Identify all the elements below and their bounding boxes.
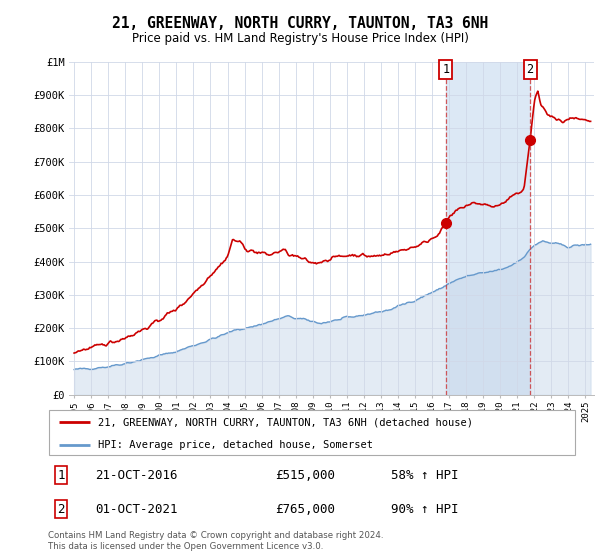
Text: 21-OCT-2016: 21-OCT-2016 [95,469,178,482]
Text: 90% ↑ HPI: 90% ↑ HPI [391,503,459,516]
Text: This data is licensed under the Open Government Licence v3.0.: This data is licensed under the Open Gov… [48,542,323,550]
Text: £765,000: £765,000 [275,503,335,516]
Text: 1: 1 [58,469,65,482]
Text: £515,000: £515,000 [275,469,335,482]
Bar [446,62,530,395]
Text: 01-OCT-2021: 01-OCT-2021 [95,503,178,516]
Text: 2: 2 [58,503,65,516]
Text: HPI: Average price, detached house, Somerset: HPI: Average price, detached house, Some… [98,440,373,450]
Text: Contains HM Land Registry data © Crown copyright and database right 2024.: Contains HM Land Registry data © Crown c… [48,531,383,540]
Text: 21, GREENWAY, NORTH CURRY, TAUNTON, TA3 6NH: 21, GREENWAY, NORTH CURRY, TAUNTON, TA3 … [112,16,488,31]
Text: 58% ↑ HPI: 58% ↑ HPI [391,469,459,482]
FancyBboxPatch shape [49,410,575,455]
Text: 21, GREENWAY, NORTH CURRY, TAUNTON, TA3 6NH (detached house): 21, GREENWAY, NORTH CURRY, TAUNTON, TA3 … [98,417,473,427]
Text: Price paid vs. HM Land Registry's House Price Index (HPI): Price paid vs. HM Land Registry's House … [131,32,469,45]
Text: 1: 1 [442,63,449,76]
Text: 2: 2 [527,63,533,76]
